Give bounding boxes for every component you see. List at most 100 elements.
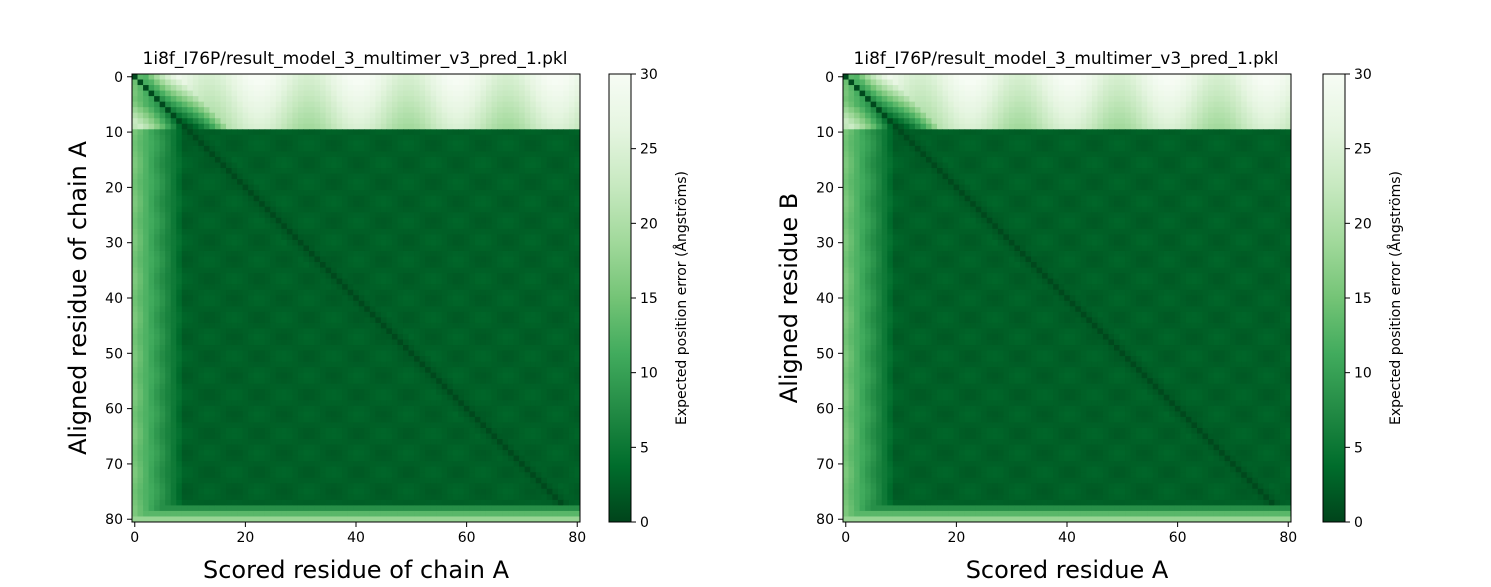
heatmap-cell [408, 311, 415, 318]
heatmap-cell [187, 156, 194, 163]
heatmap-cell [132, 295, 139, 302]
heatmap-cell [303, 400, 310, 407]
heatmap-cell [154, 190, 161, 197]
heatmap-cell [325, 96, 332, 103]
heatmap-cell [148, 383, 155, 390]
heatmap-cell [353, 273, 360, 280]
heatmap-cell [336, 223, 343, 230]
heatmap-cell [259, 405, 266, 412]
heatmap-cell [530, 112, 537, 119]
heatmap-cell [568, 278, 575, 285]
heatmap-cell [358, 361, 365, 368]
heatmap-cell [231, 306, 238, 313]
heatmap-cell [308, 317, 316, 324]
heatmap-cell [574, 383, 581, 390]
heatmap-cell [264, 372, 271, 379]
heatmap-cell [292, 411, 299, 418]
heatmap-cell [281, 383, 288, 390]
heatmap-cell [380, 284, 387, 291]
heatmap-cell [170, 394, 177, 401]
heatmap-cell [137, 134, 144, 141]
heatmap-cell [452, 273, 459, 280]
heatmap-cell [303, 195, 310, 202]
heatmap-cell [275, 267, 282, 274]
heatmap-cell [447, 356, 454, 363]
heatmap-cell [463, 378, 470, 385]
heatmap-cell [447, 162, 454, 169]
heatmap-cell [198, 123, 205, 130]
heatmap-cell [535, 389, 542, 396]
heatmap-cell [430, 168, 437, 175]
heatmap-cell [447, 250, 454, 258]
heatmap-cell [568, 184, 575, 191]
heatmap-cell [286, 367, 293, 374]
heatmap-cell [419, 239, 426, 246]
heatmap-cell [209, 107, 216, 114]
heatmap-cell [574, 317, 581, 324]
heatmap-cell [308, 184, 316, 191]
heatmap-cell [209, 184, 216, 191]
heatmap-cell [491, 333, 498, 340]
heatmap-cell [563, 239, 570, 246]
heatmap-cell [154, 162, 161, 169]
heatmap-cell [314, 112, 321, 119]
heatmap-cell [270, 85, 277, 92]
heatmap-cell [187, 134, 194, 141]
heatmap-cell [198, 394, 205, 401]
heatmap-cell [170, 118, 177, 125]
heatmap-cell [364, 267, 371, 274]
heatmap-cell [209, 156, 216, 163]
heatmap-cell [248, 367, 255, 374]
heatmap-cell [474, 295, 481, 302]
heatmap-cell [342, 217, 349, 224]
heatmap-cell [320, 96, 327, 103]
heatmap-cell [336, 140, 343, 147]
heatmap-cell [419, 372, 426, 379]
heatmap-cell [242, 306, 249, 313]
heatmap-cell [331, 328, 338, 335]
heatmap-cell [148, 173, 155, 180]
heatmap-cell [314, 212, 321, 219]
heatmap-cell [331, 256, 338, 263]
heatmap-cell [203, 367, 210, 374]
heatmap-cell [159, 383, 166, 390]
heatmap-cell [447, 333, 454, 340]
heatmap-cell [154, 85, 161, 92]
heatmap-cell [436, 273, 443, 280]
heatmap-cell [380, 179, 387, 186]
heatmap-cell [253, 411, 260, 418]
heatmap-cell [380, 250, 387, 258]
heatmap-cell [187, 250, 194, 258]
heatmap-cell [209, 112, 216, 119]
heatmap-cell [380, 96, 387, 103]
heatmap-cell [336, 156, 343, 163]
heatmap-cell [237, 317, 244, 324]
heatmap-cell [209, 206, 216, 213]
heatmap-cell [485, 372, 493, 379]
heatmap-cell [386, 184, 393, 191]
heatmap-cell [248, 90, 255, 97]
heatmap-cell [469, 311, 476, 318]
heatmap-cell [154, 156, 161, 163]
heatmap-cell [552, 306, 559, 313]
heatmap-cell [143, 184, 150, 191]
heatmap-cell [192, 162, 199, 169]
heatmap-cell [314, 96, 321, 103]
heatmap-cell [563, 90, 570, 97]
heatmap-cell [187, 217, 194, 224]
heatmap-cell [353, 195, 360, 202]
heatmap-cell [220, 262, 227, 269]
heatmap-cell [342, 345, 349, 352]
heatmap-cell [303, 317, 310, 324]
heatmap-cell [342, 250, 349, 258]
heatmap-cell [214, 322, 221, 329]
heatmap-cell [463, 101, 470, 108]
heatmap-cell [192, 90, 199, 97]
heatmap-cell [386, 179, 393, 186]
heatmap-cell [237, 74, 244, 81]
heatmap-cell [358, 206, 365, 213]
heatmap-cell [469, 367, 476, 374]
heatmap-cell [414, 168, 421, 175]
heatmap-cell [552, 333, 559, 340]
heatmap-cell [165, 79, 172, 86]
